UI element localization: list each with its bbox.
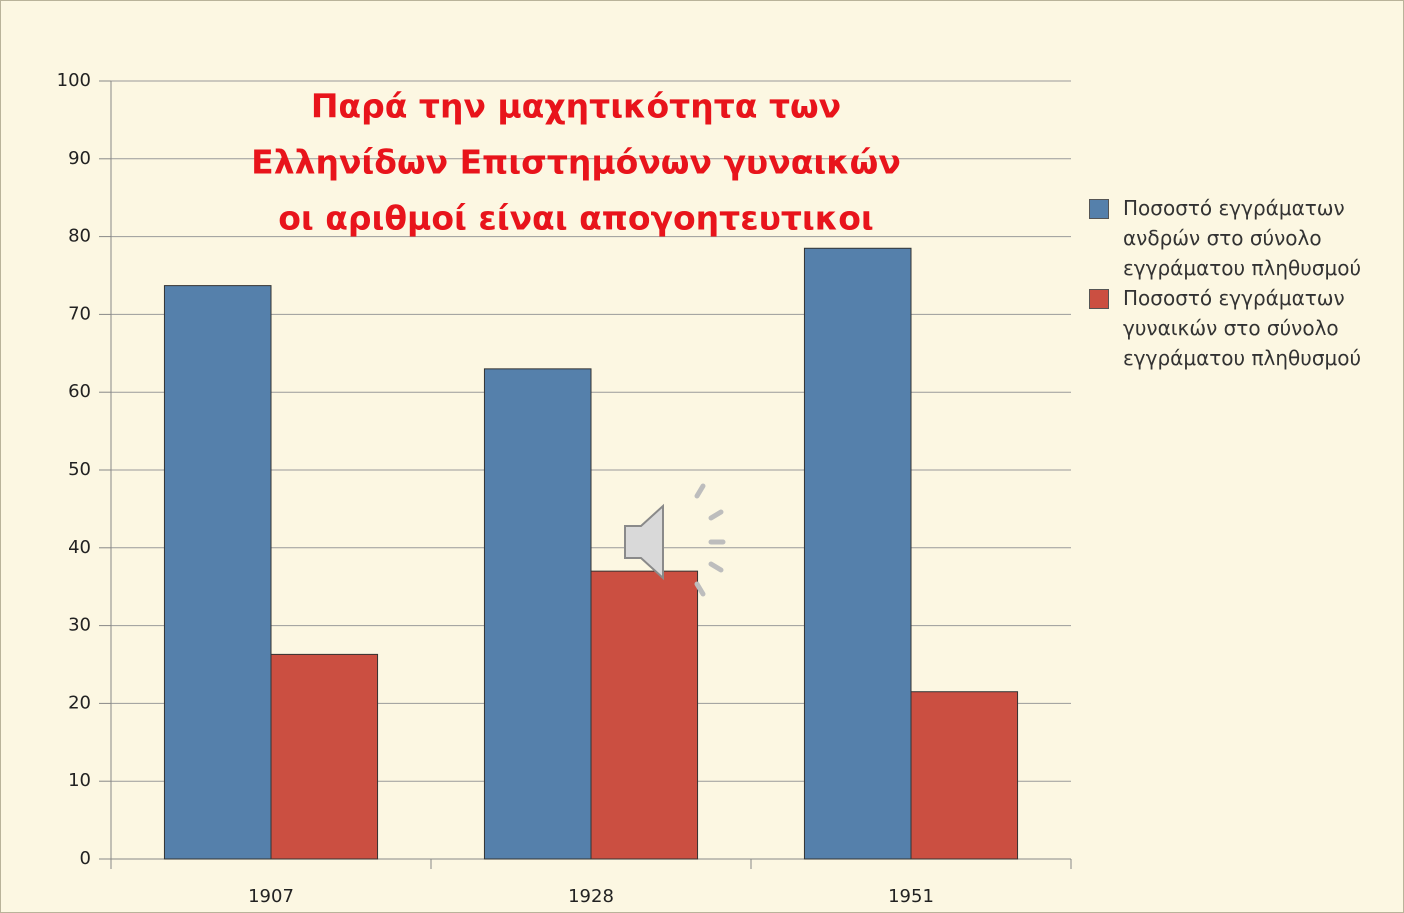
- bar: [590, 570, 699, 860]
- y-tick-label: 70: [68, 303, 91, 324]
- bar: [803, 247, 912, 860]
- x-tick-label: 1951: [888, 886, 934, 907]
- y-tick-label: 100: [57, 70, 91, 91]
- chart-title: Ελληνίδων Επιστημόνων γυναικών: [251, 143, 901, 182]
- x-tick-label: 1928: [568, 886, 614, 907]
- y-tick-label: 80: [68, 226, 91, 247]
- legend-entry: Ποσοστό εγγράματων γυναικών στο σύνολο ε…: [1089, 283, 1389, 373]
- chart-title: οι αριθμοί είναι απογοητευτικοι: [278, 199, 874, 238]
- y-tick-label: 60: [68, 381, 91, 402]
- y-tick-label: 40: [68, 537, 91, 558]
- bar: [163, 285, 272, 860]
- y-tick-label: 10: [68, 770, 91, 791]
- legend-label: Ποσοστό εγγράματων γυναικών στο σύνολο ε…: [1123, 286, 1362, 370]
- chart-title: Παρά την μαχητικότητα των: [311, 87, 841, 126]
- y-tick-label: 30: [68, 615, 91, 636]
- speaker-icon[interactable]: [624, 483, 726, 597]
- bar: [483, 368, 592, 860]
- legend-entry: Ποσοστό εγγράματων ανδρών στο σύνολο εγγ…: [1089, 193, 1389, 283]
- legend-label: Ποσοστό εγγράματων ανδρών στο σύνολο εγγ…: [1123, 196, 1362, 280]
- legend-swatch: [1089, 199, 1109, 219]
- bar: [910, 691, 1019, 860]
- x-tick-label: 1907: [248, 886, 294, 907]
- legend: Ποσοστό εγγράματων ανδρών στο σύνολο εγγ…: [1089, 193, 1389, 373]
- y-tick-label: 20: [68, 692, 91, 713]
- y-tick-label: 0: [80, 848, 91, 869]
- y-tick-label: 90: [68, 148, 91, 169]
- legend-swatch: [1089, 289, 1109, 309]
- bar: [270, 653, 379, 860]
- y-tick-label: 50: [68, 459, 91, 480]
